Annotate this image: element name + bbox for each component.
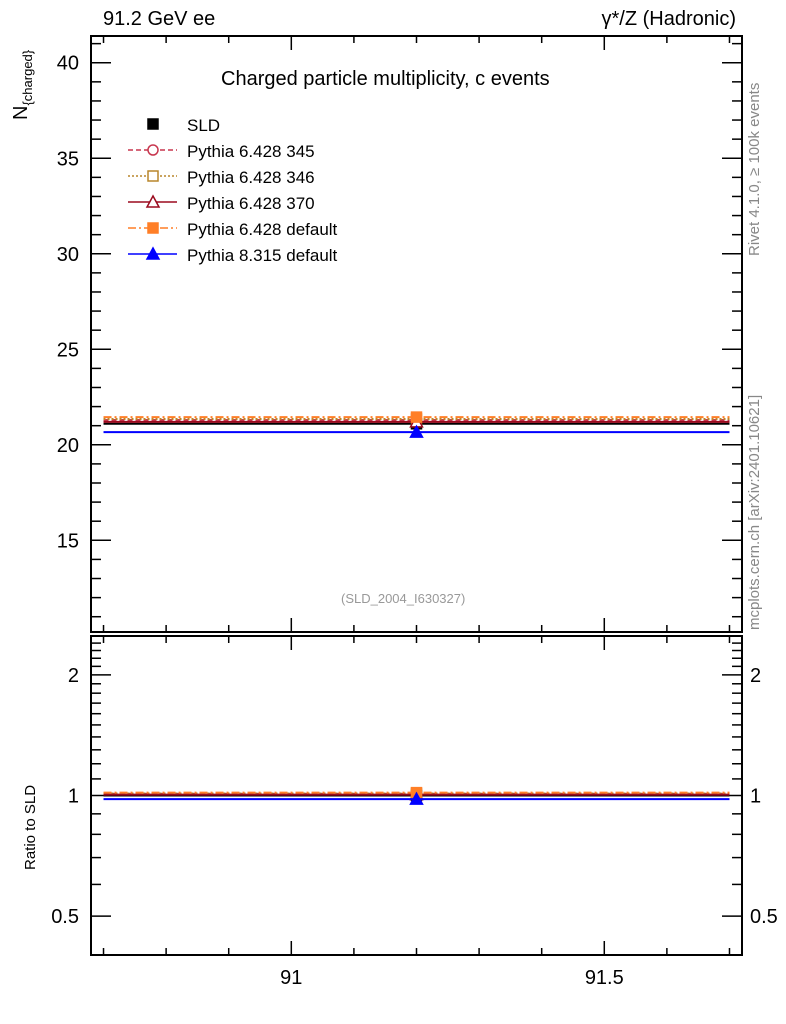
ratio-tick-label-right: 2 [750,665,761,687]
rivet-label: Rivet 4.1.0, ≥ 100k events [746,82,763,256]
header-left: 91.2 GeV ee [103,8,216,30]
ratio-tick-label: 1 [68,786,79,808]
ratio-tick-label: 2 [68,665,79,687]
series-pythia-6-428-345-legend-marker [147,144,159,156]
y-tick-label: 25 [57,339,79,361]
y-tick-label: 15 [57,530,79,552]
series-pythia-6-428-346-legend-label: Pythia 6.428 346 [187,168,315,187]
ratio-tick-label-right: 1 [750,786,761,808]
series-pythia-6-428-345-legend-label: Pythia 6.428 345 [187,142,315,161]
chart-title: Charged particle multiplicity, c events [221,68,550,90]
series-pythia-6-428-370-legend-label: Pythia 6.428 370 [187,194,315,213]
y-axis-label: N{charged} [10,49,35,120]
ratio-tick-label-right: 0.5 [750,906,778,928]
series-pythia-8-315-default-point [409,424,424,438]
series-pythia-6-428-370-legend-marker [145,194,161,208]
ratio-y-label: Ratio to SLD [22,784,39,870]
x-tick-label: 91 [280,967,302,989]
series-pythia-6-428-default-point [410,411,423,423]
series-pythia-8-315-default-ratio-point [409,791,424,805]
mcplots-label: mcplots.cern.ch [arXiv:2401.10621] [746,394,763,630]
y-tick-label: 35 [57,148,79,170]
series-pythia-6-428-346-legend-marker [147,170,159,182]
y-tick-label: 30 [57,244,79,266]
x-tick-label: 91.5 [585,967,624,989]
ratio-tick-label: 0.5 [51,906,79,928]
series-pythia-6-428-default-legend-label: Pythia 6.428 default [187,220,338,239]
series-pythia-8-315-default-legend-label: Pythia 8.315 default [187,246,338,265]
header-right: γ*/Z (Hadronic) [601,8,736,30]
analysis-tag: (SLD_2004_I630327) [341,591,466,606]
series-pythia-6-428-default-legend-marker [147,222,159,234]
series-sld-legend-marker [147,118,159,130]
series-sld-legend-label: SLD [187,116,220,135]
series-pythia-8-315-default-legend-marker [145,246,161,260]
y-tick-label: 20 [57,435,79,457]
y-tick-label: 40 [57,53,79,75]
